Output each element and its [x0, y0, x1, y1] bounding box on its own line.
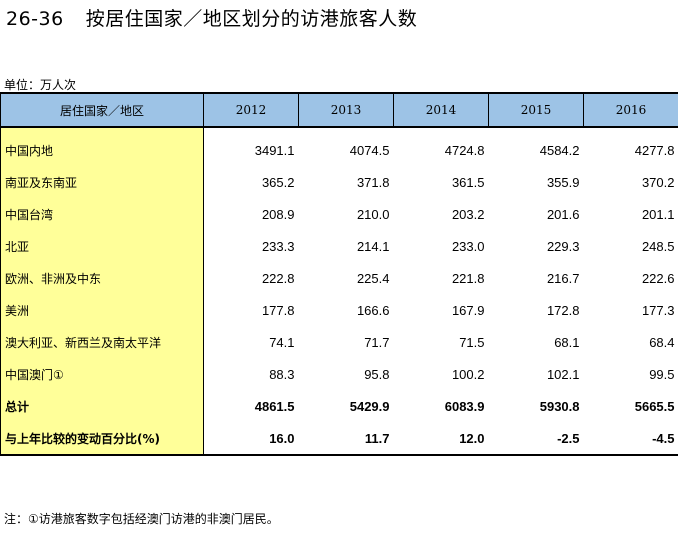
- cell-value: 355.9: [546, 174, 580, 190]
- year-header: 2014: [393, 92, 489, 128]
- cell-value: 208.9: [261, 206, 295, 222]
- cell-value: 5665.5: [634, 398, 675, 414]
- cell-value: 4861.5: [254, 398, 295, 414]
- cell-value: 222.8: [261, 270, 295, 286]
- cell-value: 68.1: [554, 334, 580, 350]
- cell-value: 5930.8: [539, 398, 580, 414]
- cell-value: 229.3: [546, 238, 580, 254]
- row-label: 南亚及东南亚: [0, 166, 204, 198]
- cell-value: 203.2: [451, 206, 485, 222]
- row-label: 中国澳门①: [0, 358, 204, 390]
- cell-value: 233.3: [261, 238, 295, 254]
- cell-value: 4074.5: [349, 142, 390, 158]
- table-row: 美洲 177.8 166.6 167.9 172.8 177.3: [0, 294, 678, 326]
- year-header: 2012: [203, 92, 299, 128]
- row-label: 与上年比较的变动百分比(%): [0, 422, 204, 456]
- cell-value: 167.9: [451, 302, 485, 318]
- table-row: 欧洲、非洲及中东 222.8 225.4 221.8 216.7 222.6: [0, 262, 678, 294]
- row-label: 总计: [0, 390, 204, 422]
- cell-value: 177.8: [261, 302, 295, 318]
- table-number: 26-36: [6, 8, 64, 30]
- cell-value: 221.8: [451, 270, 485, 286]
- row-label: 中国内地: [0, 134, 204, 166]
- year-header: 2015: [488, 92, 584, 128]
- region-column-header: 居住国家／地区: [0, 92, 204, 128]
- cell-value: 248.5: [641, 238, 675, 254]
- cell-value: 71.7: [364, 334, 390, 350]
- table-row: 南亚及东南亚 365.2 371.8 361.5 355.9 370.2: [0, 166, 678, 198]
- table-row: 澳大利亚、新西兰及南太平洋 74.1 71.7 71.5 68.1 68.4: [0, 326, 678, 358]
- table-row: 北亚 233.3 214.1 233.0 229.3 248.5: [0, 230, 678, 262]
- table-row: 总计 4861.5 5429.9 6083.9 5930.8 5665.5: [0, 390, 678, 422]
- cell-value: 214.1: [356, 238, 390, 254]
- table-row: 与上年比较的变动百分比(%) 16.0 11.7 12.0 -2.5 -4.5: [0, 422, 678, 456]
- cell-value: -4.5: [583, 422, 678, 456]
- cell-value: 74.1: [269, 334, 295, 350]
- cell-value: 99.5: [649, 366, 675, 382]
- cell-value: 88.3: [269, 366, 295, 382]
- cell-value: 365.2: [261, 174, 295, 190]
- cell-value: 4584.2: [539, 142, 580, 158]
- visitor-table: 居住国家／地区 2012 2013 2014 2015 2016 中国内地 349…: [0, 92, 678, 456]
- header-row: 居住国家／地区 2012 2013 2014 2015 2016: [0, 92, 678, 128]
- cell-value: 371.8: [356, 174, 390, 190]
- cell-value: 16.0: [203, 422, 299, 456]
- cell-value: 4277.8: [634, 142, 675, 158]
- cell-value: 172.8: [546, 302, 580, 318]
- cell-value: 222.6: [641, 270, 675, 286]
- cell-value: 102.1: [546, 366, 580, 382]
- cell-value: 361.5: [451, 174, 485, 190]
- cell-value: 12.0: [393, 422, 489, 456]
- spacer-row: [0, 127, 678, 134]
- table-row: 中国内地 3491.1 4074.5 4724.8 4584.2 4277.8: [0, 134, 678, 166]
- cell-value: 11.7: [298, 422, 394, 456]
- cell-value: 225.4: [356, 270, 390, 286]
- table-title: 按居住国家／地区划分的访港旅客人数: [85, 8, 418, 30]
- cell-value: -2.5: [488, 422, 584, 456]
- footnote: 注：①访港旅客数字包括经澳门访港的非澳门居民。: [4, 512, 279, 526]
- cell-value: 233.0: [451, 238, 485, 254]
- cell-value: 95.8: [364, 366, 390, 382]
- year-header: 2013: [298, 92, 394, 128]
- year-header: 2016: [583, 92, 678, 128]
- cell-value: 5429.9: [349, 398, 390, 414]
- cell-value: 177.3: [641, 302, 675, 318]
- page-title: 26-36 按居住国家／地区划分的访港旅客人数: [6, 4, 417, 31]
- cell-value: 6083.9: [444, 398, 485, 414]
- cell-value: 370.2: [641, 174, 675, 190]
- unit-label: 单位：万人次: [4, 78, 77, 92]
- cell-value: 166.6: [356, 302, 390, 318]
- cell-value: 201.1: [641, 206, 675, 222]
- cell-value: 4724.8: [444, 142, 485, 158]
- row-label: 北亚: [0, 230, 204, 262]
- cell-value: 71.5: [459, 334, 485, 350]
- row-label: 美洲: [0, 294, 204, 326]
- row-label: 欧洲、非洲及中东: [0, 262, 204, 294]
- cell-value: 100.2: [451, 366, 485, 382]
- cell-value: 210.0: [356, 206, 390, 222]
- row-label: 中国台湾: [0, 198, 204, 230]
- cell-value: 201.6: [546, 206, 580, 222]
- table-row: 中国台湾 208.9 210.0 203.2 201.6 201.1: [0, 198, 678, 230]
- cell-value: 3491.1: [254, 142, 295, 158]
- cell-value: 216.7: [546, 270, 580, 286]
- row-label: 澳大利亚、新西兰及南太平洋: [0, 326, 204, 358]
- table-row: 中国澳门① 88.3 95.8 100.2 102.1 99.5: [0, 358, 678, 390]
- cell-value: 68.4: [649, 334, 675, 350]
